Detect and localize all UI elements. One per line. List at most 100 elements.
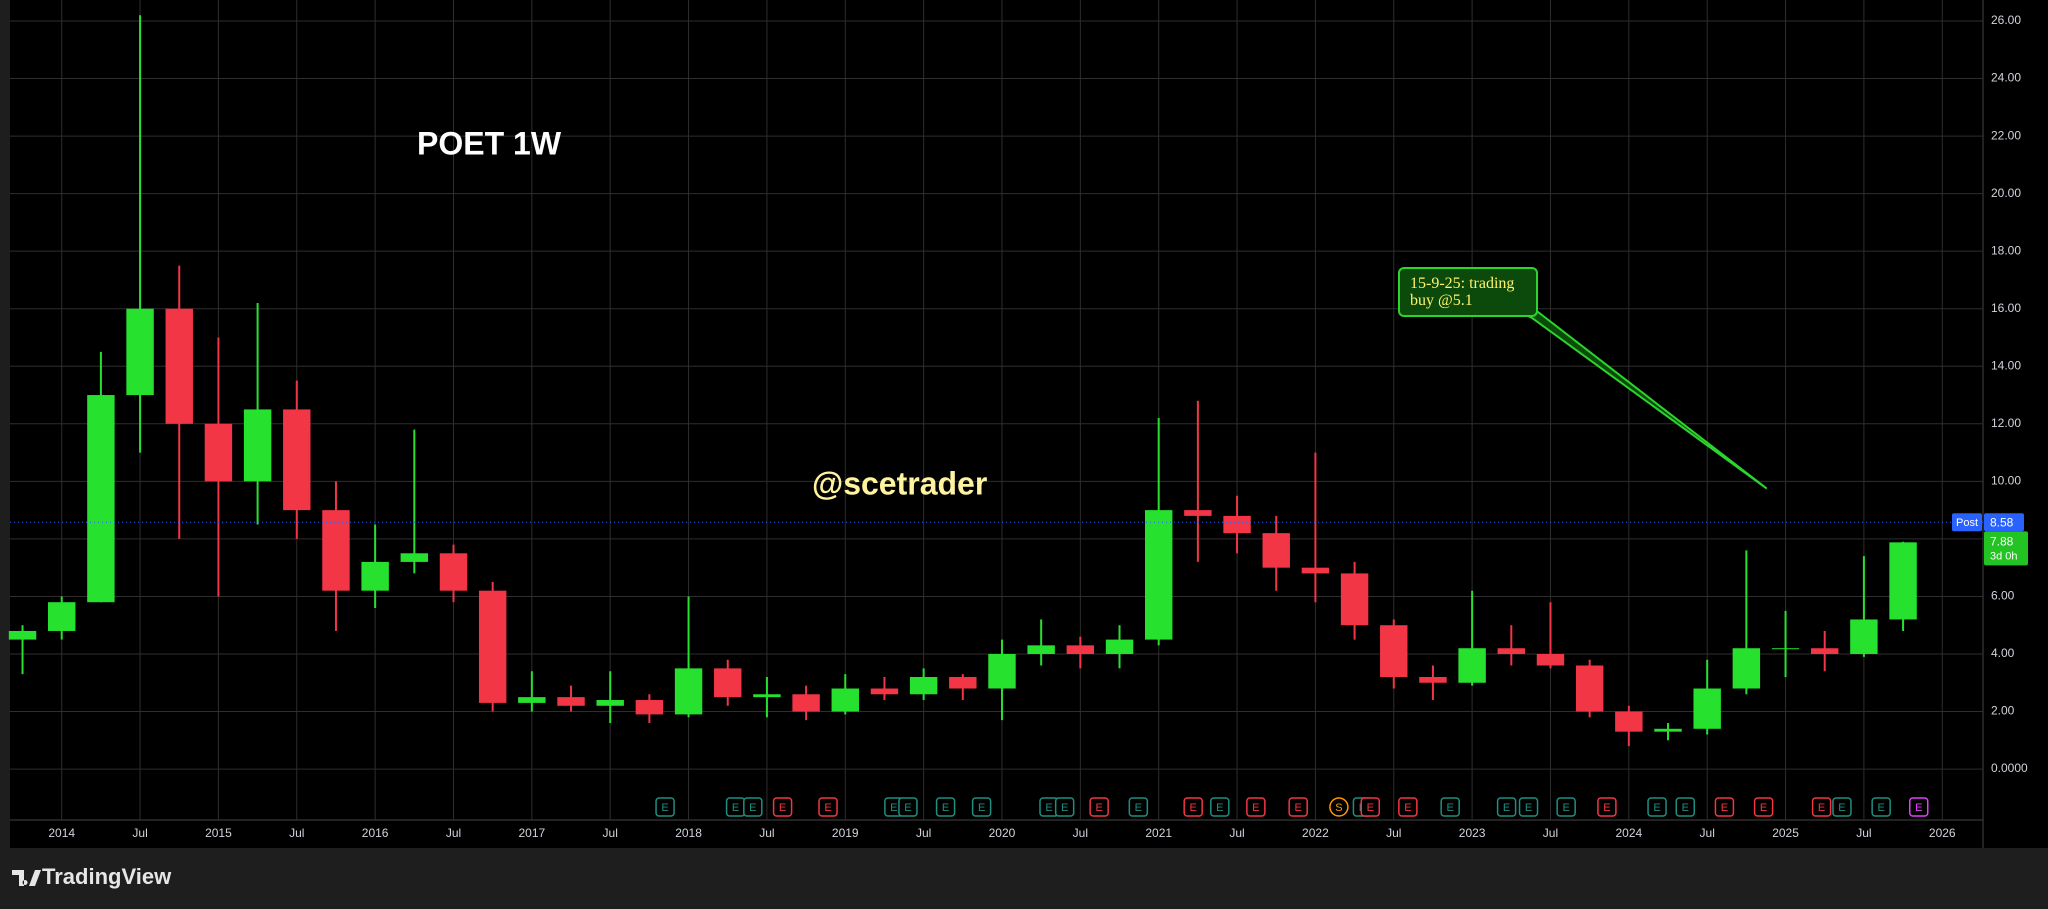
candle-body	[714, 668, 742, 698]
candle-body	[1144, 510, 1173, 640]
candle-body	[1340, 573, 1369, 626]
event-marker	[1288, 797, 1308, 817]
post-tag	[1952, 513, 1982, 532]
y-tick-label: 2.00	[1991, 704, 2015, 718]
event-marker	[971, 797, 992, 817]
event-marker	[935, 797, 956, 817]
x-tick-label: Jul	[1543, 826, 1558, 840]
event-label: E	[1045, 802, 1052, 814]
chart-title: POET 1W	[417, 125, 562, 161]
candle-body	[596, 700, 624, 706]
event-label: E	[942, 802, 949, 814]
x-tick-label: Jul	[289, 826, 304, 840]
y-tick-label: 18.00	[1991, 243, 2021, 257]
y-tick-label: 10.00	[1991, 474, 2021, 488]
x-tick-label: 2014	[48, 826, 75, 840]
event-label: E	[1760, 802, 1767, 814]
event-label: E	[779, 802, 786, 814]
event-marker	[1089, 797, 1109, 817]
candle-body	[1066, 645, 1095, 654]
x-tick-label: 2024	[1615, 826, 1642, 840]
event-label: E	[1367, 802, 1374, 814]
event-marker	[1871, 797, 1891, 817]
candle-body	[1497, 648, 1526, 654]
candle-body	[478, 590, 507, 703]
candle-body	[1536, 653, 1565, 666]
x-tick-label: Jul	[1386, 826, 1401, 840]
candle-body	[1223, 515, 1251, 534]
candle-body	[518, 697, 546, 703]
candle-body	[1027, 645, 1055, 654]
candle-body	[1262, 533, 1290, 568]
watermark: @scetrader	[812, 465, 987, 501]
event-marker	[1832, 797, 1852, 817]
candle-body	[400, 553, 429, 562]
x-tick-label: Jul	[1700, 826, 1715, 840]
chart: 0.00002.004.006.008.0010.0012.0014.0016.…	[0, 0, 2029, 848]
event-label: E	[1294, 802, 1301, 814]
brand-logo	[12, 870, 41, 886]
event-marker	[898, 797, 918, 817]
event-marker	[1329, 797, 1349, 817]
event-label: E	[1838, 802, 1845, 814]
event-label: S	[1335, 802, 1342, 814]
event-marker	[1908, 797, 1929, 817]
candle-body	[557, 697, 585, 706]
candle-body	[1458, 648, 1486, 683]
event-label: E	[1190, 802, 1197, 814]
event-label: E	[661, 802, 668, 814]
event-marker	[1398, 797, 1418, 817]
candle-body	[1693, 688, 1721, 729]
x-tick-label: 2017	[518, 826, 545, 840]
event-label: E	[1818, 802, 1825, 814]
y-tick-label: 4.00	[1991, 646, 2015, 660]
y-tick-label: 0.0000	[1991, 761, 2028, 775]
event-label: E	[1252, 802, 1259, 814]
event-label: E	[1503, 802, 1510, 814]
x-tick-label: Jul	[1229, 826, 1244, 840]
event-label: E	[1135, 802, 1142, 814]
x-tick-label: 2023	[1459, 826, 1486, 840]
candle-body	[204, 423, 233, 482]
candle-body	[1575, 665, 1604, 712]
x-tick-label: 2016	[362, 826, 389, 840]
event-marker	[1246, 797, 1266, 817]
x-tick-label: Jul	[1073, 826, 1088, 840]
event-marker	[818, 797, 838, 817]
event-marker	[772, 797, 793, 817]
x-tick-label: 2019	[832, 826, 859, 840]
event-label: E	[1061, 802, 1068, 814]
event-marker	[1360, 797, 1381, 817]
candle-body	[439, 553, 468, 591]
y-tick-label: 12.00	[1991, 416, 2021, 430]
event-marker	[1811, 797, 1832, 817]
x-tick-label: Jul	[1856, 826, 1871, 840]
event-marker	[1675, 797, 1695, 817]
candle-body	[243, 409, 272, 482]
candle-body	[1889, 542, 1917, 620]
candle-body	[949, 677, 977, 689]
candle-body	[87, 395, 115, 603]
candle-body	[126, 308, 154, 396]
event-marker	[1440, 797, 1460, 817]
post-price-label: 8.58	[1990, 515, 2014, 529]
candle-body	[361, 561, 389, 591]
x-tick-label: 2021	[1145, 826, 1172, 840]
event-label: E	[1877, 802, 1884, 814]
candle-body	[988, 653, 1016, 689]
candle-body	[909, 677, 938, 695]
y-tick-label: 14.00	[1991, 358, 2021, 372]
last-price-label: 7.88	[1990, 535, 2014, 549]
candle-body	[1771, 648, 1800, 650]
candle-body	[870, 688, 899, 695]
event-marker	[1210, 797, 1230, 817]
event-marker	[1647, 797, 1667, 817]
x-tick-label: Jul	[446, 826, 461, 840]
event-marker	[1054, 797, 1075, 817]
y-tick-label: 26.00	[1991, 13, 2021, 27]
event-label: E	[1603, 802, 1610, 814]
event-label: E	[1447, 802, 1454, 814]
candle-body	[1105, 639, 1134, 654]
event-label: E	[1653, 802, 1660, 814]
x-tick-label: 2020	[989, 826, 1016, 840]
